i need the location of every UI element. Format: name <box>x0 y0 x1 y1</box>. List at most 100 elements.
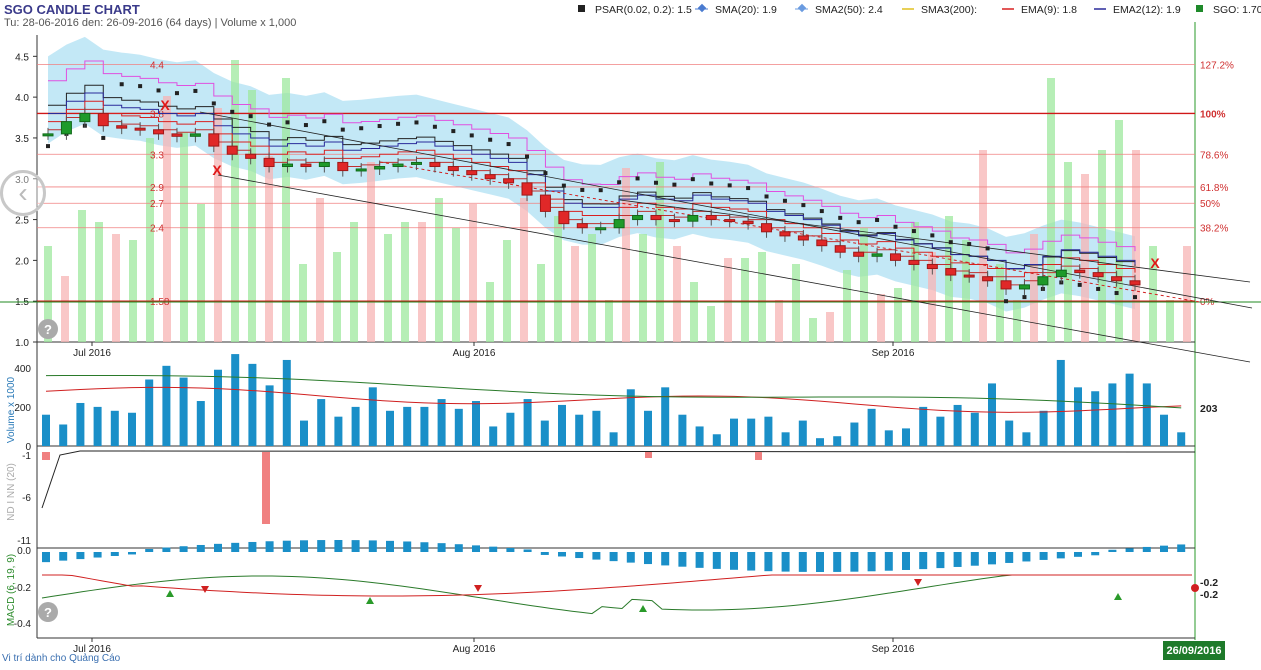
volume-bar <box>609 432 618 446</box>
volume-bar <box>368 387 377 446</box>
macd-last-point <box>1191 584 1199 592</box>
volume-bar <box>867 408 876 446</box>
macd-bar <box>128 552 136 555</box>
price-volume-bar <box>758 252 766 342</box>
price-volume-bar <box>809 318 817 342</box>
macd-bar <box>988 552 996 565</box>
psar-dot <box>119 82 124 87</box>
volume-bar <box>454 408 463 446</box>
volume-bar <box>110 410 119 446</box>
legend-label: SMA2(50): 2.4 <box>815 4 883 16</box>
volume-bar <box>970 412 979 446</box>
volume-bar <box>1056 359 1065 446</box>
psar-dot <box>1133 295 1137 300</box>
candle-body <box>1055 269 1067 278</box>
trend-line <box>619 199 1251 283</box>
volume-bar <box>1005 420 1014 446</box>
price-volume-bar <box>843 270 851 342</box>
candle-body <box>797 235 809 241</box>
volume-bar <box>695 426 704 446</box>
price-volume-bar <box>554 216 562 342</box>
volume-bar <box>76 402 85 446</box>
macd-bar <box>1142 546 1151 552</box>
nd-y-tick-label: -11 <box>17 536 31 547</box>
candle-body <box>208 133 220 147</box>
volume-y-label: Volume x 1000 <box>6 376 17 443</box>
volume-bar <box>334 416 343 446</box>
psar-dot <box>617 180 622 185</box>
psar-dot <box>46 144 50 149</box>
psar-dot <box>267 122 272 127</box>
volume-bar <box>661 387 670 446</box>
volume-y-tick-label: 200 <box>14 403 31 414</box>
volume-bar <box>730 418 738 446</box>
volume-bar <box>626 389 635 446</box>
price-volume-bar <box>894 288 902 342</box>
macd-bar <box>1160 545 1168 552</box>
trend-line <box>199 111 1253 309</box>
x-tick-label: Jul 2016 <box>73 348 111 359</box>
candle-body <box>539 194 551 212</box>
volume-bar <box>1108 383 1117 446</box>
candle-body <box>1074 269 1086 274</box>
volume-bar <box>196 401 205 446</box>
macd-bar <box>506 548 515 552</box>
candle-body <box>429 161 441 168</box>
macd-bar <box>644 552 652 565</box>
psar-dot <box>488 137 493 142</box>
macd-bar <box>558 552 566 557</box>
fib-percent-label: 78.6% <box>1200 150 1228 161</box>
y-tick-label: 4.0 <box>15 93 29 104</box>
price-volume-bar <box>265 156 273 342</box>
price-volume-bar <box>350 222 358 342</box>
volume-bar <box>712 434 721 446</box>
volume-bar <box>282 359 291 446</box>
volume-last-value: 203 <box>1200 403 1218 415</box>
volume-bar <box>1177 432 1186 446</box>
volume-bar <box>300 420 308 446</box>
psar-dot <box>414 120 419 125</box>
macd-bar <box>334 540 343 552</box>
price-volume-bar <box>996 264 1004 342</box>
candle-body <box>982 276 994 282</box>
price-volume-bar <box>231 60 239 342</box>
volume-bar <box>747 418 756 446</box>
macd-bar <box>76 552 85 560</box>
volume-bar <box>850 422 859 446</box>
psar-dot <box>543 171 548 176</box>
candle-body <box>503 178 515 184</box>
candle-body <box>576 223 588 229</box>
psar-dot <box>580 187 585 192</box>
candle-body <box>97 112 109 127</box>
signal-x-marker: X <box>212 162 222 178</box>
price-volume-bar <box>911 222 919 342</box>
macd-bar <box>936 552 945 569</box>
price-volume-bar <box>622 168 630 342</box>
psar-dot <box>838 215 843 220</box>
price-volume-bar <box>248 90 256 342</box>
nd-line <box>41 450 1196 509</box>
macd-bar <box>437 543 446 552</box>
candle-body <box>908 259 920 265</box>
psar-dot <box>764 194 769 199</box>
help-icon[interactable]: ? <box>38 602 58 622</box>
prev-arrow-icon[interactable]: ‹ <box>0 170 46 216</box>
price-volume-bar <box>435 198 443 342</box>
candle-body <box>871 253 883 257</box>
volume-bar <box>506 412 515 446</box>
fib-percent-label: 38.2% <box>1200 224 1228 235</box>
price-volume-bar <box>571 246 579 342</box>
volume-bar <box>575 414 584 446</box>
macd-bar <box>317 540 326 552</box>
macd-bar <box>59 552 68 561</box>
psar-dot <box>248 114 253 119</box>
macd-bar <box>196 544 205 552</box>
candle-body <box>300 163 312 168</box>
volume-bar <box>644 410 652 446</box>
y-tick-label: 1.5 <box>15 297 29 308</box>
psar-dot <box>359 126 364 131</box>
help-icon[interactable]: ? <box>38 319 58 339</box>
volume-bar <box>1022 432 1031 446</box>
psar-dot <box>377 124 382 129</box>
volume-bar <box>437 399 446 446</box>
